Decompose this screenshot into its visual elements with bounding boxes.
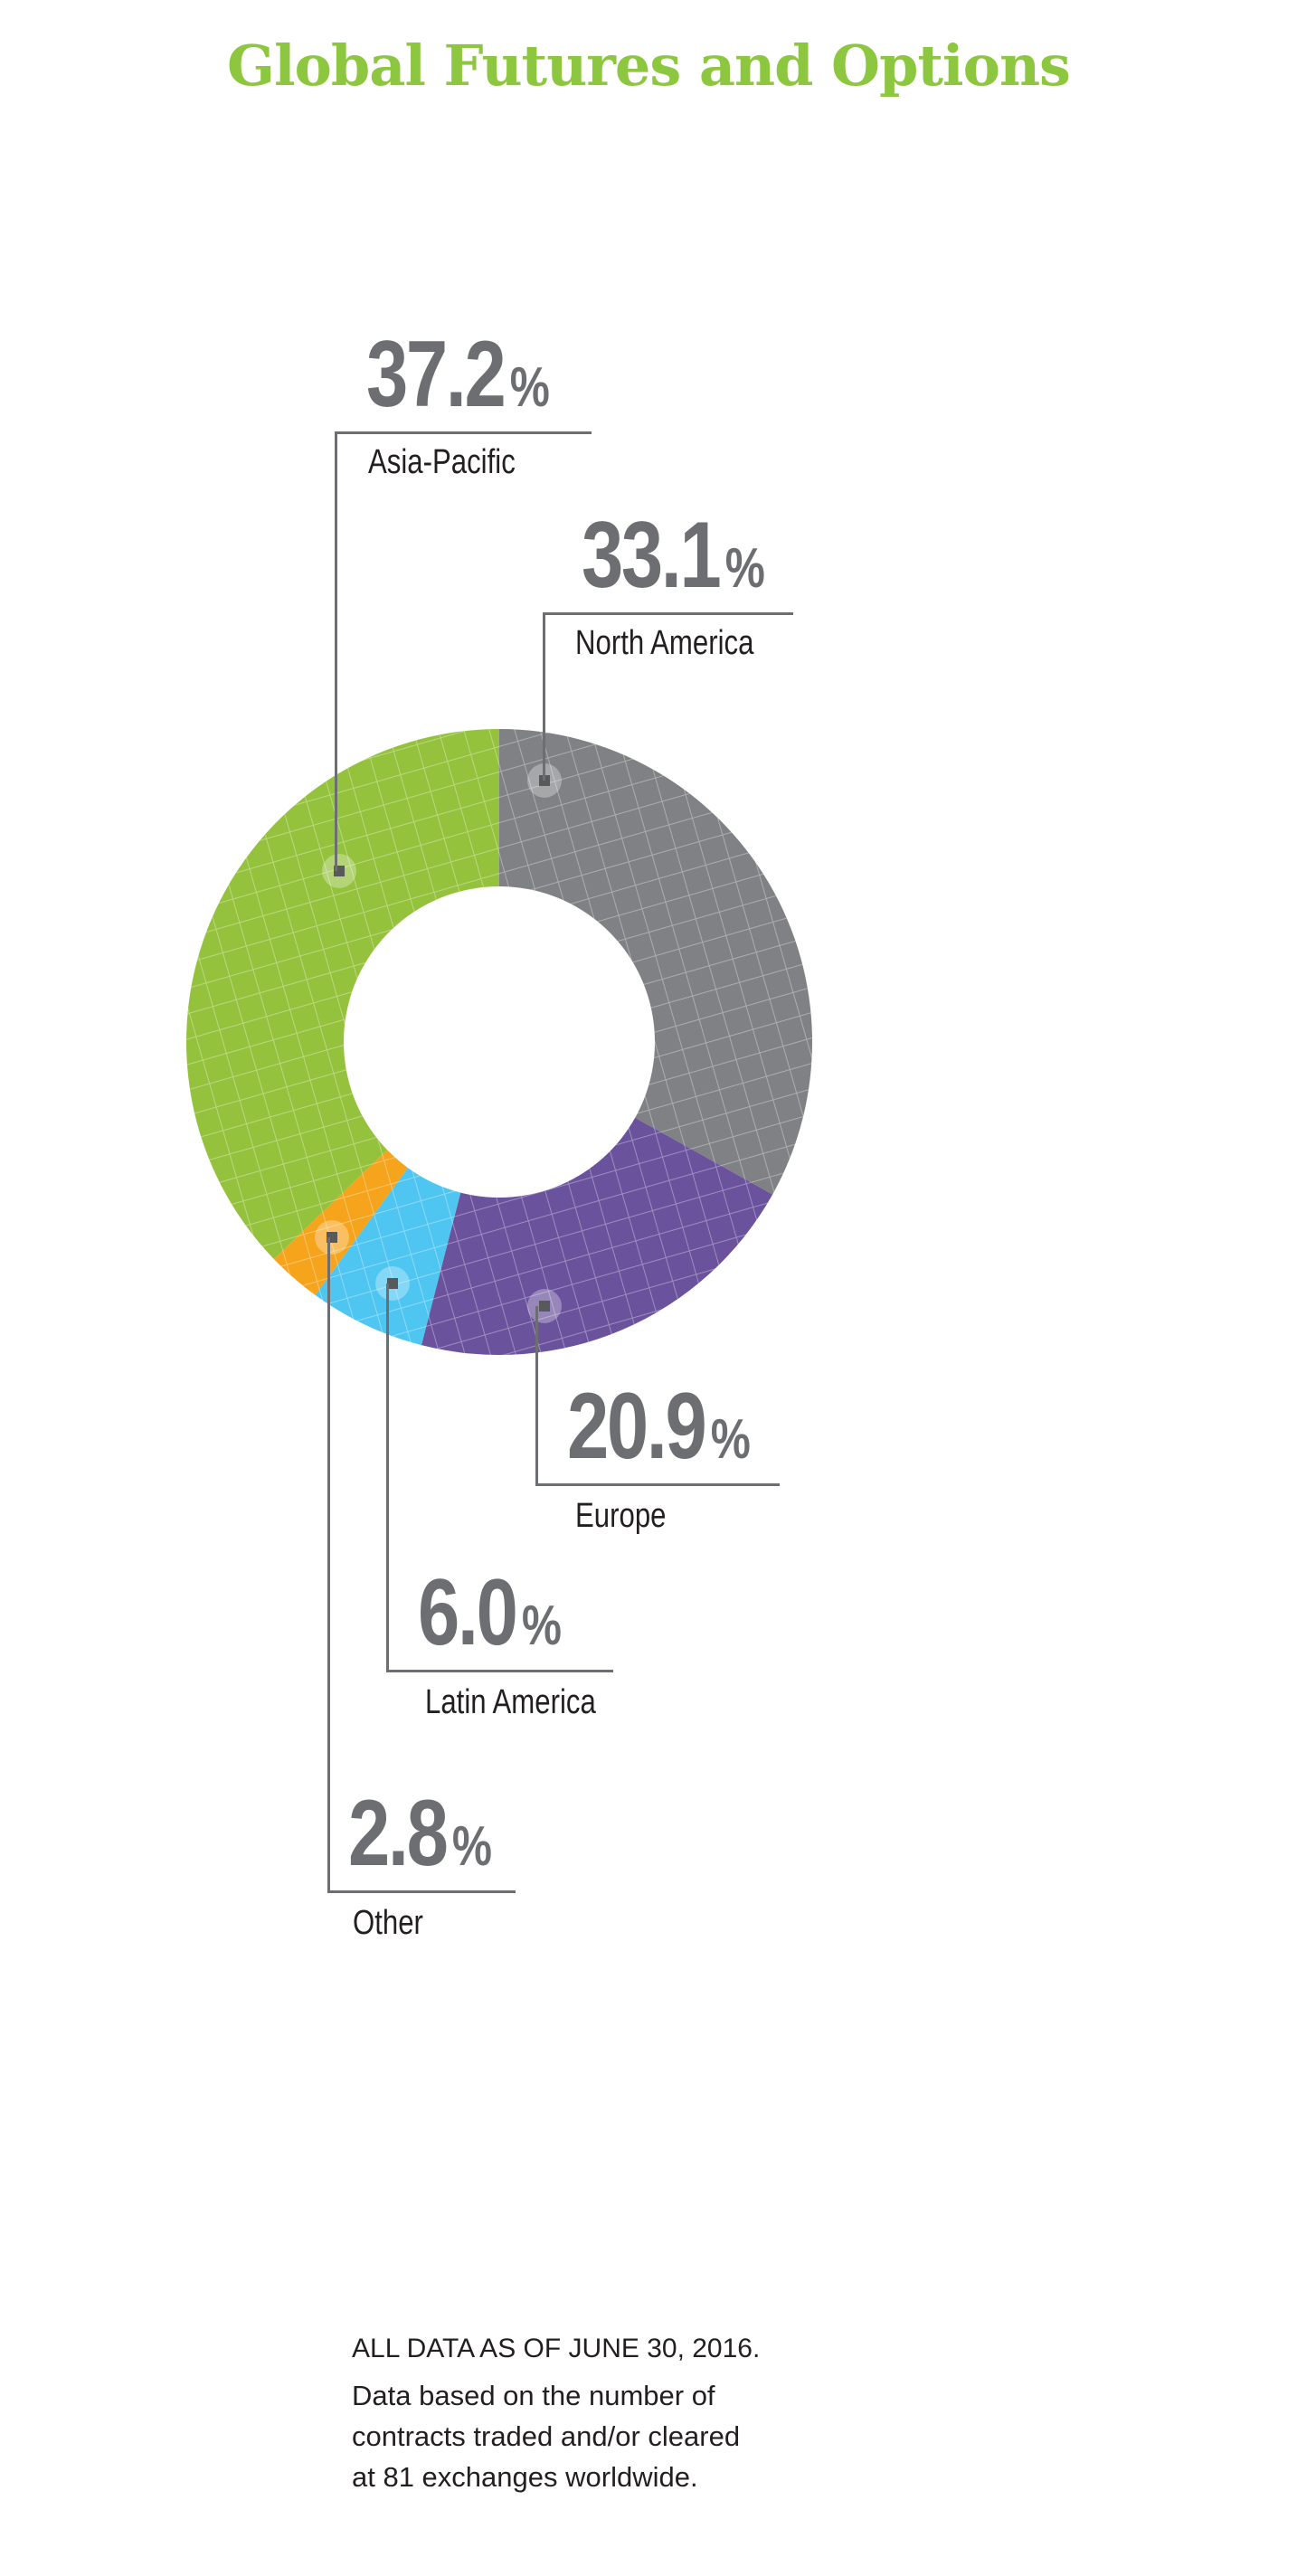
unit-text: % [509, 356, 550, 419]
footnote-line: at 81 exchanges worldwide. [352, 2461, 698, 2493]
unit-text: % [710, 1408, 751, 1471]
data-label-name: Latin America [425, 1683, 596, 1721]
unit-text: % [724, 537, 765, 600]
footnote-line: contracts traded and/or cleared [352, 2420, 741, 2452]
footnote-heading: ALL DATA AS OF JUNE 30, 2016. [352, 2334, 761, 2363]
slice-latin-america [315, 1168, 461, 1346]
data-label-value: 20.9% [567, 1379, 751, 1473]
chart-title: Global Futures and Options [227, 33, 1071, 99]
slice-europe [421, 1117, 773, 1355]
slice-other [273, 1150, 408, 1295]
data-label-value: 37.2% [366, 327, 550, 421]
leader-line [386, 1283, 389, 1670]
leader-line [543, 612, 545, 781]
marker-square [539, 775, 550, 786]
leader-line [335, 431, 337, 871]
slice-asia-pacific [186, 729, 499, 1260]
underline [335, 431, 592, 434]
data-label-name: Other [353, 1904, 423, 1942]
underline [327, 1890, 516, 1893]
underline [386, 1670, 613, 1672]
data-label-name: Europe [575, 1497, 667, 1535]
underline [543, 612, 793, 615]
data-label-value: 6.0% [418, 1566, 562, 1660]
leader-line [327, 1237, 330, 1890]
data-label-value: 33.1% [582, 508, 765, 602]
data-label-value: 2.8% [348, 1786, 492, 1880]
value-text: 2.8 [348, 1781, 449, 1886]
value-text: 37.2 [366, 322, 506, 427]
marker-square [387, 1278, 398, 1289]
marker-square [539, 1301, 550, 1312]
leader-line [535, 1306, 538, 1483]
value-text: 6.0 [418, 1560, 518, 1665]
value-text: 20.9 [567, 1374, 707, 1479]
footnote-line: Data based on the number of [352, 2380, 715, 2411]
data-label-name: North America [575, 624, 754, 662]
underline [535, 1483, 780, 1486]
data-label-name: Asia-Pacific [368, 443, 516, 481]
unit-text: % [451, 1815, 492, 1878]
unit-text: % [521, 1595, 562, 1657]
slice-north-america [499, 729, 812, 1195]
value-text: 33.1 [582, 503, 722, 608]
